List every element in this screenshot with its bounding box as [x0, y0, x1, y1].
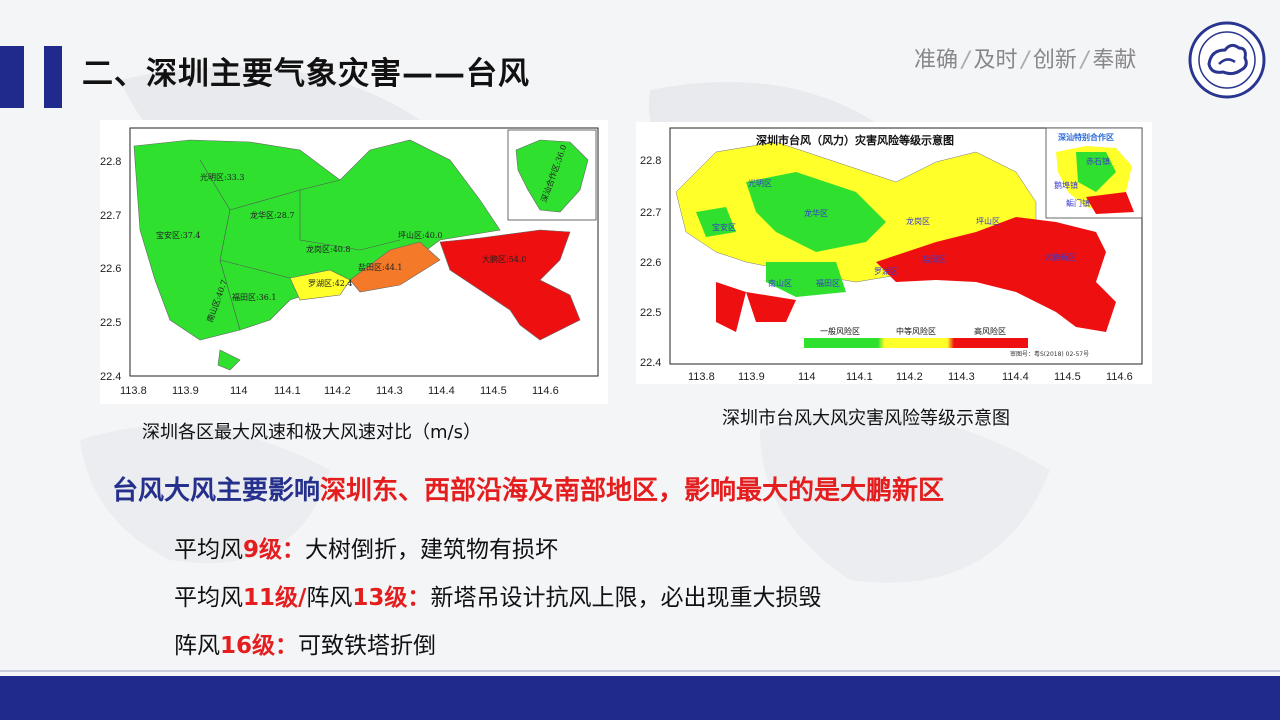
meteorological-logo	[1188, 21, 1266, 99]
svg-text:22.6: 22.6	[640, 257, 661, 269]
motto-word: 及时	[973, 48, 1018, 73]
legend-label: 一般风险区	[820, 326, 860, 336]
svg-text:114.2: 114.2	[896, 371, 923, 383]
district-label: 盐田区:44.1	[358, 262, 403, 272]
svg-text:114.1: 114.1	[846, 371, 873, 383]
svg-text:114.4: 114.4	[428, 385, 455, 397]
motto-word: 奉献	[1092, 48, 1137, 73]
motto: 准确 / 及时 / 创新 / 奉献	[914, 42, 1136, 74]
svg-text:114.5: 114.5	[1054, 371, 1081, 383]
svg-text:114.4: 114.4	[1002, 371, 1029, 383]
district-label: 福田区:36.1	[232, 293, 277, 302]
svg-text:罗湖区: 罗湖区	[874, 267, 898, 276]
svg-text:114.1: 114.1	[274, 385, 301, 397]
svg-text:龙岗区: 龙岗区	[906, 216, 930, 226]
svg-text:光明区: 光明区	[748, 178, 772, 188]
district-label: 光明区:33.3	[200, 172, 245, 182]
svg-text:22.8: 22.8	[100, 156, 121, 168]
motto-word: 准确	[914, 48, 959, 73]
inset-label: 鹅埠镇	[1054, 180, 1078, 190]
legend-label: 高风险区	[974, 326, 1006, 336]
svg-text:114: 114	[798, 371, 816, 383]
svg-text:南山区: 南山区	[768, 278, 792, 288]
svg-text:22.7: 22.7	[100, 210, 121, 222]
page-title: 二、深圳主要气象灾害——台风	[82, 56, 530, 92]
svg-text:龙华区: 龙华区	[804, 208, 828, 218]
map2-title: 深圳市台风（风力）灾害风险等级示意图	[756, 133, 954, 147]
svg-text:22.4: 22.4	[640, 357, 661, 369]
district-label: 大鹏区:54.0	[482, 254, 527, 264]
svg-text:114.6: 114.6	[532, 385, 559, 397]
svg-text:113.9: 113.9	[172, 385, 199, 397]
district-label: 坪山区:40.0	[398, 230, 443, 240]
svg-text:22.7: 22.7	[640, 207, 661, 219]
bullet-line: 平均风9级：大树倒折，建筑物有损坏	[174, 537, 559, 563]
svg-text:114.2: 114.2	[324, 385, 351, 397]
risk-level-map: 22.8 22.7 22.6 22.5 22.4 113.8 113.9 114…	[636, 122, 1152, 384]
wind-speed-map: 22.8 22.7 22.6 22.5 22.4 113.8 113.9 114…	[100, 120, 608, 404]
district-label: 宝安区:37.4	[156, 230, 201, 240]
svg-text:114: 114	[230, 385, 248, 397]
headline: 台风大风主要影响深圳东、西部沿海及南部地区，影响最大的是大鹏新区	[112, 470, 944, 507]
legend-label: 中等风险区	[896, 326, 936, 336]
svg-text:113.8: 113.8	[120, 385, 147, 397]
map1-caption: 深圳各区最大风速和极大风速对比（m/s）	[142, 422, 481, 443]
approval-number: 审图号：粤S(2018) 02-57号	[1010, 350, 1089, 358]
headline-part1: 台风大风主要影响	[112, 476, 321, 506]
svg-text:22.6: 22.6	[100, 263, 121, 275]
svg-text:114.3: 114.3	[376, 385, 403, 397]
svg-text:114.6: 114.6	[1106, 371, 1133, 383]
svg-text:22.5: 22.5	[640, 307, 661, 319]
bullet-line: 阵风16级：可致铁塔折倒	[174, 633, 437, 659]
inset-label: 赤石镇	[1086, 156, 1110, 166]
svg-text:113.9: 113.9	[738, 371, 765, 383]
svg-text:22.5: 22.5	[100, 317, 121, 329]
district-label: 龙岗区:40.8	[306, 244, 351, 254]
district-label: 罗湖区:42.4	[308, 279, 353, 288]
svg-text:113.8: 113.8	[688, 371, 715, 383]
svg-text:宝安区: 宝安区	[712, 222, 736, 232]
inset-title: 深汕特别合作区	[1058, 132, 1114, 142]
svg-text:22.4: 22.4	[100, 371, 121, 383]
title-accent-bar-small	[44, 46, 62, 108]
legend-color-bar	[804, 338, 1028, 348]
svg-text:22.8: 22.8	[640, 155, 661, 167]
svg-text:福田区: 福田区	[816, 279, 840, 288]
footer-divider	[0, 670, 1280, 672]
svg-text:114.5: 114.5	[480, 385, 507, 397]
svg-text:盐田区: 盐田区	[922, 254, 946, 264]
district-label: 龙华区:28.7	[250, 210, 295, 220]
motto-word: 创新	[1032, 48, 1077, 73]
svg-text:114.3: 114.3	[948, 371, 975, 383]
svg-text:坪山区: 坪山区	[976, 216, 1000, 226]
map2-caption: 深圳市台风大风灾害风险等级示意图	[722, 408, 1010, 429]
bullet-line: 平均风11级/阵风13级：新塔吊设计抗风上限，必出现重大损毁	[174, 585, 822, 611]
svg-text:大鹏新区: 大鹏新区	[1044, 252, 1076, 262]
inset-label: 鲘门镇	[1066, 198, 1090, 208]
title-accent-bar	[0, 46, 24, 108]
footer-bar	[0, 676, 1280, 720]
headline-part2: 深圳东、西部沿海及南部地区，影响最大的是大鹏新区	[320, 476, 945, 506]
